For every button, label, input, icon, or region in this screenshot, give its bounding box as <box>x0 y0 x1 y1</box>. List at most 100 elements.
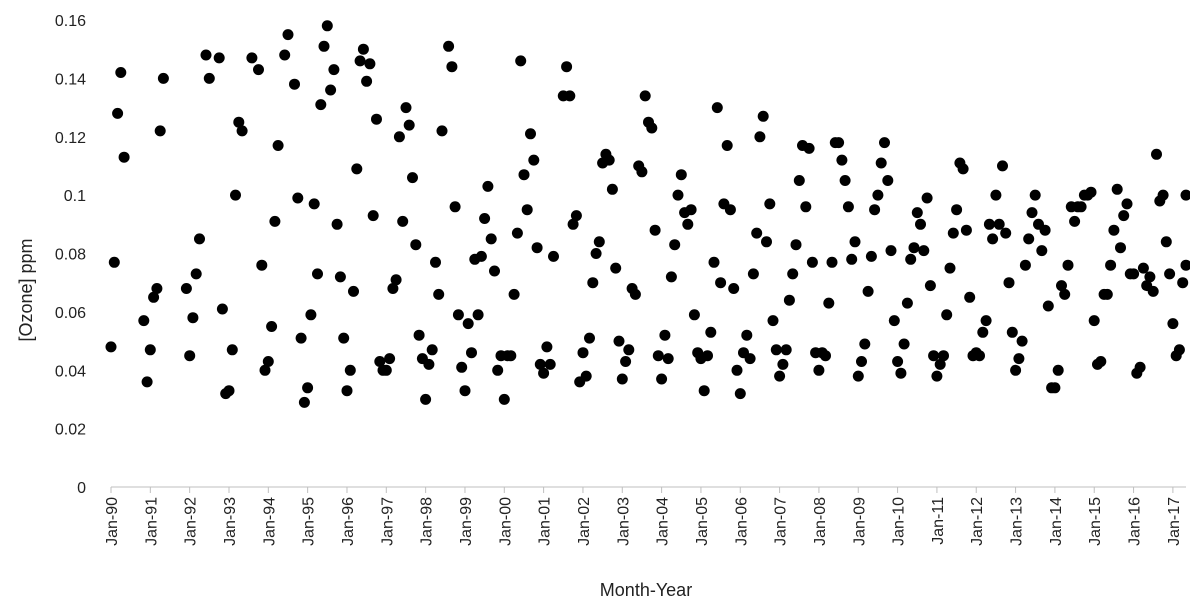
data-point <box>361 75 373 87</box>
data-point <box>623 344 635 356</box>
data-point <box>708 256 720 268</box>
data-point <box>259 364 271 376</box>
x-tick-label: Jan-97 <box>379 497 396 546</box>
data-point <box>751 227 763 239</box>
data-point <box>357 43 369 55</box>
data-point <box>1173 344 1185 356</box>
data-point <box>846 253 858 265</box>
data-point <box>921 192 933 204</box>
x-tick-label: Jan-99 <box>458 497 475 546</box>
data-point <box>584 332 595 344</box>
data-point <box>806 256 818 268</box>
data-point <box>305 309 317 321</box>
data-point <box>947 227 959 239</box>
data-point <box>777 358 789 370</box>
data-point <box>1016 335 1028 347</box>
data-point <box>400 102 412 114</box>
data-point <box>1088 315 1100 327</box>
data-point <box>833 137 845 149</box>
data-point <box>1147 285 1159 297</box>
data-point <box>951 204 963 216</box>
data-point <box>194 233 205 245</box>
data-point <box>518 169 530 181</box>
data-point <box>462 318 474 330</box>
data-point <box>747 268 759 280</box>
data-point <box>1137 262 1149 274</box>
data-point <box>328 64 340 76</box>
data-point <box>1105 259 1117 271</box>
data-point <box>590 248 602 259</box>
data-point <box>656 373 668 385</box>
data-point <box>721 140 733 151</box>
data-point <box>226 344 238 356</box>
data-point <box>380 364 392 376</box>
data-point <box>960 224 972 236</box>
data-point <box>1180 259 1190 271</box>
x-tick-label: Jan-05 <box>694 497 711 546</box>
data-point <box>1039 224 1051 236</box>
data-point <box>413 329 425 341</box>
data-point <box>908 242 920 254</box>
y-tick-label: 0.02 <box>55 422 86 439</box>
data-point <box>813 364 825 376</box>
x-tick-label: Jan-92 <box>183 497 200 546</box>
data-point <box>1056 280 1067 292</box>
y-tick-label: 0.12 <box>55 130 86 147</box>
data-point <box>246 52 258 64</box>
data-point <box>820 350 831 362</box>
data-point <box>924 280 936 292</box>
x-tick-label: Jan-07 <box>773 497 790 546</box>
data-point <box>869 204 881 216</box>
x-tick-label: Jan-94 <box>261 497 278 546</box>
data-point <box>800 201 812 213</box>
data-point <box>534 358 546 370</box>
data-point <box>157 72 169 84</box>
data-point <box>882 175 894 186</box>
data-point <box>783 294 795 306</box>
data-point <box>492 364 504 376</box>
data-point <box>977 326 989 338</box>
x-tick-label: Jan-00 <box>497 497 514 546</box>
x-tick-label: Jan-95 <box>301 497 318 546</box>
data-point <box>724 204 736 216</box>
data-point <box>1023 233 1035 245</box>
x-tick-label: Jan-93 <box>222 497 239 546</box>
data-point <box>108 256 120 268</box>
data-point <box>302 382 314 394</box>
data-point <box>374 356 386 367</box>
data-point <box>941 309 953 321</box>
data-point <box>702 350 713 362</box>
x-tick-label: Jan-12 <box>969 497 986 546</box>
data-point <box>944 262 956 274</box>
data-point <box>636 166 648 178</box>
data-point <box>403 119 415 131</box>
data-point <box>321 20 333 32</box>
x-tick-label: Jan-17 <box>1166 497 1183 546</box>
data-point <box>528 154 540 166</box>
data-point <box>1006 326 1018 338</box>
data-point <box>856 356 867 367</box>
data-point <box>1085 186 1097 198</box>
data-point <box>1160 236 1172 248</box>
data-point <box>570 210 582 222</box>
data-point <box>613 335 625 347</box>
data-point <box>620 356 632 367</box>
data-point <box>761 236 772 248</box>
x-tick-label: Jan-03 <box>615 497 632 546</box>
x-tick-label: Jan-90 <box>104 497 121 546</box>
data-points <box>105 20 1190 408</box>
data-point <box>456 361 468 373</box>
data-point <box>823 297 835 309</box>
data-point <box>203 72 215 84</box>
data-point <box>580 370 592 382</box>
data-point <box>384 353 396 365</box>
data-point <box>1164 268 1176 280</box>
data-point <box>987 233 999 245</box>
data-point <box>505 350 517 362</box>
data-point <box>629 288 641 300</box>
data-point <box>443 40 455 52</box>
data-point <box>885 245 897 257</box>
data-point <box>262 356 274 367</box>
data-point <box>938 350 949 362</box>
